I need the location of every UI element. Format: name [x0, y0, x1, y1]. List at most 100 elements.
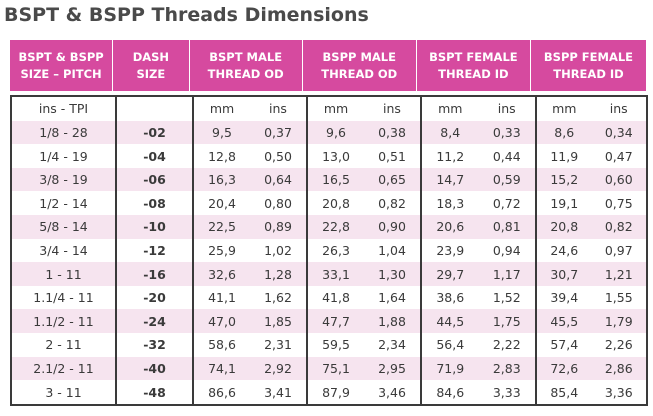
mm-cell: 11,9 — [550, 148, 579, 164]
mm-cell: 87,9 — [322, 384, 350, 400]
unit-row: ins - TPI — [12, 97, 115, 121]
ins-cell: 0,33 — [492, 124, 521, 140]
table-row: 3/4 - 14 — [12, 239, 115, 263]
unit-row: mm ins — [308, 97, 420, 121]
size-cell: 1/2 - 14 — [39, 195, 88, 211]
ins-cell: 0,81 — [492, 219, 521, 235]
unit-row — [117, 97, 192, 121]
dash-cell: -40 — [143, 361, 166, 376]
ins-cell: 0,37 — [264, 124, 292, 140]
size-cell: 1 - 11 — [45, 266, 82, 282]
table-row: 8,4 0,33 — [422, 120, 535, 145]
dash-cell: -48 — [143, 384, 166, 400]
mm-cell: 25,9 — [208, 242, 236, 258]
table-row: 26,3 1,04 — [308, 239, 420, 263]
table-row: 22,8 0,90 — [308, 215, 420, 239]
header-bspt-female: BSPT FEMALE THREAD ID — [417, 40, 531, 91]
mm-cell: 8,4 — [440, 124, 461, 140]
table-row: 32,6 1,28 — [194, 262, 306, 286]
table-row: 13,0 0,51 — [308, 144, 420, 168]
unit-row: mm ins — [194, 97, 306, 121]
mm-cell: 29,7 — [436, 266, 465, 282]
header-bspp-female: BSPP FEMALE THREAD ID — [531, 40, 646, 91]
mm-cell: 75,1 — [322, 361, 350, 376]
mm-cell: 19,1 — [550, 195, 579, 211]
bspp-female-column: mm ins 8,6 0,34 11,9 0,47 15,2 0,60 19,1 0,75 20,8… — [537, 97, 646, 404]
table-row: 86,6 3,41 — [194, 380, 306, 404]
ins-cell: 0,44 — [492, 148, 521, 164]
table-row: 12,8 0,50 — [194, 144, 306, 168]
ins-cell: 1,64 — [378, 290, 406, 306]
table-row: 1.1/4 - 11 — [12, 286, 115, 310]
table-row: 41,8 1,64 — [308, 286, 420, 310]
ins-cell: 3,36 — [604, 384, 633, 400]
table-row: -10 — [117, 215, 192, 239]
table-row: 59,5 2,34 — [308, 333, 420, 357]
table-row: 9,5 0,37 — [194, 120, 306, 145]
header-line: DASH — [132, 49, 170, 64]
mm-cell: 85,4 — [550, 384, 579, 400]
ins-cell: 3,46 — [378, 384, 406, 400]
table-row: 47,7 1,88 — [308, 309, 420, 334]
unit-ins: ins — [497, 101, 516, 117]
table-header: BSPT & BSPP SIZE – PITCH DASH SIZE BSPT … — [10, 40, 646, 91]
table-row: 1/8 - 28 — [12, 120, 115, 145]
table-row: 18,3 0,72 — [422, 191, 535, 215]
size-cell: 2.1/2 - 11 — [33, 361, 94, 376]
mm-cell: 11,2 — [436, 148, 465, 164]
table-row: 87,9 3,46 — [308, 380, 420, 404]
header-line: BSPP FEMALE — [543, 49, 634, 64]
ins-cell: 0,51 — [378, 148, 406, 164]
mm-cell: 56,4 — [436, 337, 465, 353]
mm-cell: 71,9 — [436, 361, 465, 376]
header-dash-size: DASH SIZE — [113, 40, 190, 91]
ins-cell: 2,83 — [492, 361, 521, 376]
dash-column: -02 -04 -06 -08 -10 -12 -16 -20 -24 -32 -40 -48 — [117, 97, 194, 404]
ins-cell: 1,04 — [378, 242, 406, 258]
ins-cell: 1,79 — [604, 313, 633, 329]
header-line: THREAD OD — [207, 66, 284, 81]
mm-cell: 59,5 — [322, 337, 350, 353]
ins-cell: 0,90 — [378, 219, 406, 235]
mm-cell: 20,8 — [322, 195, 350, 211]
ins-cell: 0,64 — [264, 172, 292, 188]
table-row: 5/8 - 14 — [12, 215, 115, 239]
ins-cell: 0,82 — [378, 195, 406, 211]
table-row: 57,4 2,26 — [537, 333, 646, 357]
table-row: 24,6 0,97 — [537, 239, 646, 263]
mm-cell: 38,6 — [436, 290, 465, 306]
dash-cell: -10 — [143, 219, 166, 235]
ins-cell: 2,86 — [604, 361, 633, 376]
mm-cell: 14,7 — [436, 172, 465, 188]
table-row: -08 — [117, 191, 192, 215]
mm-cell: 22,8 — [322, 219, 350, 235]
size-cell: 3 - 11 — [45, 384, 82, 400]
table-row: 11,2 0,44 — [422, 144, 535, 168]
table-row: 2.1/2 - 11 — [12, 356, 115, 381]
table-row: 1 - 11 — [12, 262, 115, 286]
ins-cell: 0,82 — [604, 219, 633, 235]
header-line: BSPT MALE — [209, 49, 283, 64]
bspt-male-column: mm ins 9,5 0,37 12,8 0,50 16,3 0,64 20,4 0,80 22,5… — [194, 97, 308, 404]
ins-cell: 0,75 — [604, 195, 633, 211]
mm-cell: 12,8 — [208, 148, 236, 164]
table-row: 23,9 0,94 — [422, 239, 535, 263]
mm-cell: 44,5 — [436, 313, 465, 329]
ins-cell: 1,30 — [378, 266, 406, 282]
table-row: -06 — [117, 167, 192, 192]
unit-ins: ins — [269, 101, 287, 117]
unit-label — [117, 97, 192, 121]
mm-cell: 58,6 — [208, 337, 236, 353]
mm-cell: 16,3 — [208, 172, 236, 188]
table-row: 1.1/2 - 11 — [12, 309, 115, 334]
mm-cell: 86,6 — [208, 384, 236, 400]
table-row: 41,1 1,62 — [194, 286, 306, 310]
ins-cell: 0,47 — [604, 148, 633, 164]
ins-cell: 0,50 — [264, 148, 292, 164]
table-row: 33,1 1,30 — [308, 262, 420, 286]
header-line: SIZE – PITCH — [20, 66, 102, 81]
page-title: BSPT & BSPP Threads Dimensions — [4, 4, 369, 26]
thread-table: ins - TPI 1/8 - 28 1/4 - 19 3/8 - 19 1/2 - 1… — [10, 95, 648, 406]
table-row: 11,9 0,47 — [537, 144, 646, 168]
mm-cell: 57,4 — [550, 337, 579, 353]
